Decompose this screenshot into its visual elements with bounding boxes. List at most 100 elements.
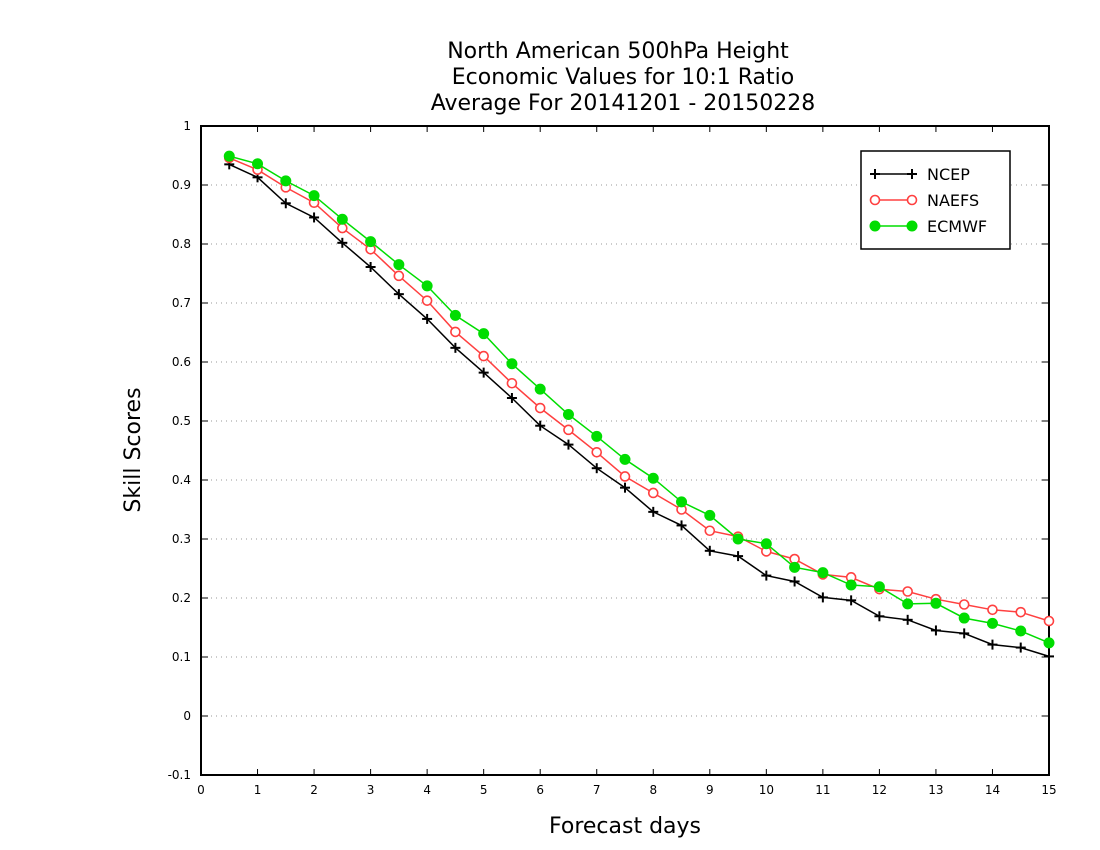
y-tick-label: 0 <box>183 709 191 723</box>
data-point-ncep <box>930 625 941 636</box>
data-point-ncep <box>704 545 715 556</box>
data-point-ncep <box>450 342 461 353</box>
data-point-naefs <box>647 487 659 499</box>
x-tick-label: 9 <box>706 783 714 797</box>
x-tick-label: 12 <box>872 783 887 797</box>
data-point-ecmwf <box>421 280 433 292</box>
data-point-naefs <box>1015 606 1027 618</box>
legend-label-ecmwf: ECMWF <box>927 217 987 236</box>
data-point-ecmwf <box>647 472 659 484</box>
y-tick-label: 0.3 <box>172 532 191 546</box>
data-point-naefs <box>421 295 433 306</box>
x-tick-label: 13 <box>928 783 943 797</box>
data-point-ecmwf <box>365 236 377 248</box>
data-point-ecmwf <box>930 597 942 609</box>
x-tick-label: 15 <box>1041 783 1056 797</box>
data-point-naefs <box>987 604 998 616</box>
x-tick-label: 1 <box>254 783 262 797</box>
legend-label-ncep: NCEP <box>927 165 970 184</box>
data-point-naefs <box>591 446 603 458</box>
y-tick-label: -0.1 <box>168 768 191 782</box>
x-tick-label: 11 <box>815 783 830 797</box>
data-point-naefs <box>704 525 716 537</box>
data-point-ncep <box>874 611 885 622</box>
data-point-naefs <box>393 270 405 282</box>
data-point-ecmwf <box>280 175 292 187</box>
legend-item-naefs: NAEFS <box>869 191 979 210</box>
data-point-ncep <box>648 506 659 517</box>
data-point-ecmwf <box>393 259 405 271</box>
data-point-ncep <box>620 482 630 493</box>
data-point-naefs <box>958 599 970 610</box>
data-point-ncep <box>535 420 546 431</box>
data-point-naefs <box>450 326 461 338</box>
data-point-ecmwf <box>308 190 320 202</box>
data-point-naefs <box>1043 615 1055 627</box>
x-tick-label: 5 <box>480 783 488 797</box>
data-point-ncep <box>393 289 404 300</box>
data-point-ncep <box>280 198 291 209</box>
data-point-ecmwf <box>732 533 744 545</box>
data-point-ecmwf <box>506 358 518 370</box>
data-point-ecmwf <box>478 328 490 340</box>
data-point-ecmwf <box>534 383 546 395</box>
data-point-naefs <box>902 586 913 597</box>
data-point-ecmwf <box>1015 625 1027 637</box>
series-line-ncep <box>228 163 1050 658</box>
axis-ticks: -0.100.10.20.30.40.50.60.70.80.910 1 2 3 4 5 6… <box>168 119 1057 797</box>
data-point-ncep <box>761 570 772 581</box>
data-point-ecmwf <box>676 496 688 508</box>
data-point-ncep <box>817 592 828 603</box>
data-point-ecmwf <box>619 453 631 465</box>
data-point-ecmwf <box>704 509 716 521</box>
series-ncep <box>224 159 1054 662</box>
data-point-ncep <box>309 212 320 223</box>
data-point-ncep <box>591 463 602 474</box>
y-tick-label: 0.7 <box>172 296 191 310</box>
y-tick-label: 0.9 <box>172 178 191 192</box>
data-point-ecmwf <box>873 581 885 593</box>
data-point-ecmwf <box>902 598 914 610</box>
chart-title-line-3: Average For 20141201 - 20150228 <box>431 91 816 116</box>
legend-label-naefs: NAEFS <box>927 191 979 210</box>
data-point-ncep <box>987 639 998 650</box>
legend-marker-naefs <box>906 194 918 206</box>
data-point-ncep <box>563 439 574 450</box>
data-point-ecmwf <box>958 612 970 624</box>
y-tick-label: 0.6 <box>172 355 191 369</box>
data-point-ncep <box>846 595 857 606</box>
legend-marker-ecmwf <box>906 220 918 232</box>
plot-frame <box>200 125 1050 776</box>
data-point-ecmwf <box>562 409 574 421</box>
legend-marker-ncep <box>907 169 917 179</box>
data-point-ecmwf <box>1043 637 1055 649</box>
data-point-ncep <box>337 237 348 248</box>
data-point-ncep <box>1044 651 1054 662</box>
data-point-ecmwf <box>252 158 264 170</box>
data-point-naefs <box>478 350 489 362</box>
x-tick-label: 6 <box>536 783 544 797</box>
chart-title-line-1: North American 500hPa Height <box>447 39 789 64</box>
data-point-ecmwf <box>336 213 348 225</box>
legend-item-ecmwf: ECMWF <box>869 217 987 236</box>
data-point-naefs <box>619 471 631 482</box>
x-tick-label: 14 <box>985 783 1000 797</box>
data-point-ecmwf <box>449 309 461 321</box>
legend-marker-ecmwf <box>869 220 881 232</box>
data-point-ncep <box>1015 642 1026 653</box>
series-ecmwf <box>223 150 1055 649</box>
data-point-naefs <box>337 222 348 234</box>
series-layer <box>223 150 1055 662</box>
y-tick-label: 0.4 <box>172 473 191 487</box>
data-point-ncep <box>902 614 913 625</box>
data-point-ncep <box>676 520 687 531</box>
data-point-naefs <box>506 377 518 389</box>
y-tick-label: 0.8 <box>172 237 191 251</box>
x-tick-label: 10 <box>759 783 774 797</box>
chart-title-line-2: Economic Values for 10:1 Ratio <box>452 65 794 90</box>
y-tick-label: 1 <box>183 119 191 133</box>
x-tick-label: 4 <box>423 783 431 797</box>
data-point-ncep <box>422 313 433 324</box>
legend-marker-ncep <box>870 169 880 179</box>
